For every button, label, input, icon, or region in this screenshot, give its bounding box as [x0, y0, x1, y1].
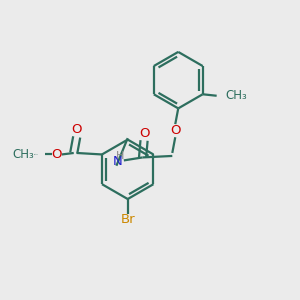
Text: O: O	[71, 123, 82, 136]
Text: O: O	[51, 148, 62, 161]
Text: N: N	[112, 155, 122, 168]
Text: Br: Br	[120, 213, 135, 226]
Text: CH₃: CH₃	[13, 148, 34, 161]
Text: O: O	[139, 127, 149, 140]
Text: O: O	[170, 124, 181, 137]
Text: CH₃: CH₃	[226, 89, 247, 102]
Text: H: H	[116, 151, 124, 160]
Text: methyl: methyl	[34, 154, 39, 155]
